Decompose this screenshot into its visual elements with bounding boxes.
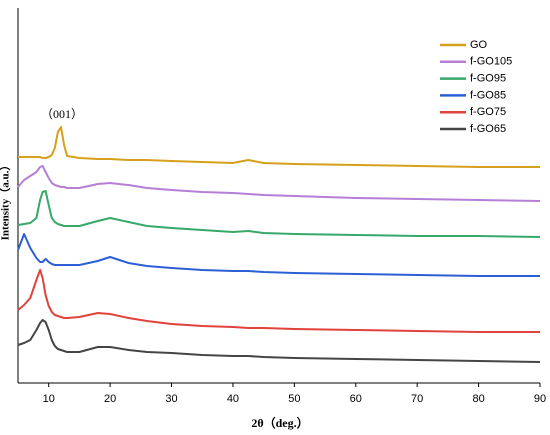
- x-tick-label: 80: [472, 393, 484, 405]
- series-line: [18, 126, 540, 168]
- x-axis-label: 2θ（deg.）: [251, 415, 308, 430]
- series-line: [17, 233, 540, 277]
- legend-label: f-GO85: [470, 89, 506, 101]
- legend-label: f-GO75: [470, 106, 506, 118]
- y-axis-label: Intensity（a.u.）: [0, 160, 12, 241]
- x-tick-label: 10: [43, 393, 55, 405]
- legend-label: GO: [470, 39, 488, 51]
- series-line: [17, 165, 541, 202]
- x-tick-label: 70: [411, 393, 423, 405]
- legend-label: f-GO95: [470, 73, 506, 85]
- peak-annotation: （001）: [41, 107, 83, 121]
- x-tick-label: 40: [227, 393, 239, 405]
- x-tick-label: 50: [288, 393, 300, 405]
- series-line: [17, 319, 541, 363]
- series-line: [17, 269, 540, 333]
- series-line: [17, 190, 541, 238]
- x-tick-label: 90: [534, 393, 546, 405]
- x-tick-label: 60: [350, 393, 362, 405]
- x-tick-label: 30: [165, 393, 177, 405]
- legend-label: f-GO65: [470, 123, 506, 135]
- x-tick-label: 20: [104, 393, 116, 405]
- legend-label: f-GO105: [470, 56, 512, 68]
